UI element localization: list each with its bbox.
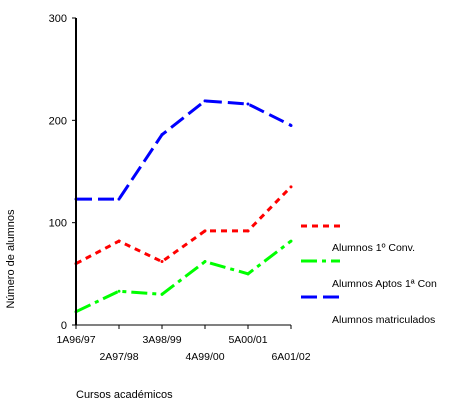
y-tick-label: 200 — [49, 115, 67, 127]
series-2-point — [160, 292, 164, 296]
legend-label-3: Alumnos matriculados — [332, 314, 435, 326]
y-axis-label: Número de alumnos — [5, 209, 17, 309]
x-axis-label: Cursos académicos — [76, 389, 173, 401]
series-3-point — [246, 102, 250, 106]
series-line-1 — [75, 185, 293, 265]
series-3-point — [203, 99, 207, 103]
legend: Alumnos 1º Conv. Alumnos Aptos 1ª Con Alum… — [301, 224, 437, 326]
series-1-point — [160, 260, 164, 264]
x-tick-label: 4A99/00 — [185, 351, 224, 363]
y-tick-label: 100 — [49, 218, 67, 230]
x-tick-label: 2A97/98 — [99, 351, 138, 363]
series-3-point — [117, 197, 121, 201]
y-tick-label: 300 — [49, 13, 67, 25]
legend-label-1: Alumnos 1º Conv. — [332, 242, 415, 254]
series-1-point — [117, 239, 121, 243]
y-ticks: 0 100 200 300 — [49, 13, 76, 332]
series-1-point — [203, 229, 207, 233]
series-2-point — [289, 239, 293, 243]
legend-label-2: Alumnos Aptos 1ª Con — [332, 278, 437, 290]
series-3-point — [289, 123, 293, 127]
series-2-point — [117, 289, 121, 293]
y-tick-label: 0 — [61, 320, 67, 332]
series-2-point — [246, 272, 250, 276]
x-tick-label: 1A96/97 — [56, 334, 95, 346]
x-tick-label: 3A98/99 — [142, 334, 181, 346]
x-ticks: 1A96/97 2A97/98 3A98/99 4A99/00 5A00/01 6A01/… — [56, 325, 311, 363]
x-tick-label: 5A00/01 — [228, 334, 267, 346]
series-2-point — [203, 260, 207, 264]
series-layer — [74, 99, 293, 314]
x-tick-label: 6A01/02 — [271, 351, 310, 363]
series-1-point — [289, 185, 293, 189]
series-1-point — [246, 229, 250, 233]
series-line-2 — [75, 239, 292, 314]
series-line-3 — [76, 99, 292, 201]
series-3-point — [160, 133, 164, 137]
